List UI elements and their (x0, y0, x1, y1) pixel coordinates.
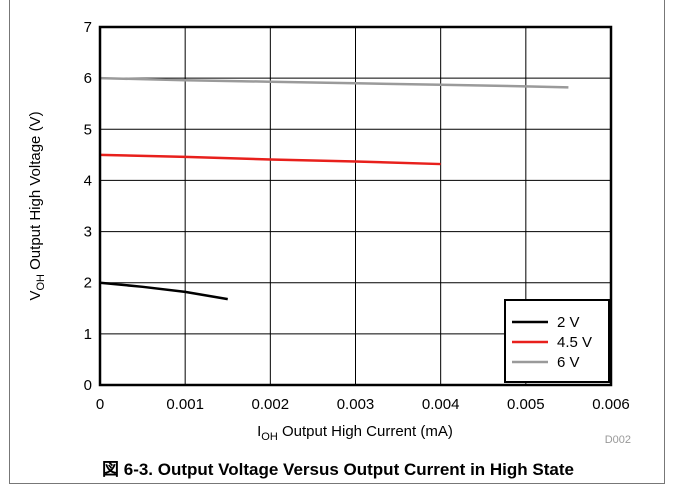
x-axis-label: IOH Output High Current (mA) (257, 423, 453, 443)
legend-label: 4.5 V (557, 334, 592, 351)
y-tick-label: 3 (84, 224, 92, 241)
x-tick-label: 0.001 (166, 396, 204, 413)
series-line-2 (99, 76, 569, 89)
series-line-0 (99, 281, 228, 301)
legend-label: 6 V (557, 354, 580, 371)
y-tick-label: 2 (84, 275, 92, 292)
x-tick-label: 0.004 (422, 396, 460, 413)
x-tick-label: 0.002 (252, 396, 290, 413)
plot-border (98, 25, 613, 387)
x-tick-labels: 0 0.001 0.002 0.003 0.004 0.005 0.006 (96, 396, 630, 413)
y-tick-label: 0 (84, 377, 92, 394)
series-line-1 (99, 153, 441, 166)
chart: 0 0.001 0.002 0.003 0.004 0.005 0.006 0 1 2 3 4 5 6 7… (27, 19, 631, 446)
y-tick-label: 4 (84, 172, 92, 189)
legend: 2 V 4.5 V 6 V (504, 299, 610, 383)
y-tick-labels: 0 1 2 3 4 5 6 7 (84, 19, 92, 394)
figure-caption: 図 6-3. Output Voltage Versus Output Curr… (102, 460, 574, 479)
y-axis-label: VOH Output High Voltage (V) (27, 111, 47, 300)
y-tick-label: 5 (84, 121, 92, 138)
x-tick-label: 0.005 (507, 396, 545, 413)
legend-label: 2 V (557, 314, 580, 331)
y-tick-label: 7 (84, 19, 92, 36)
grid (100, 27, 611, 385)
x-tick-label: 0 (96, 396, 104, 413)
y-tick-label: 1 (84, 326, 92, 343)
figure-frame (9, 0, 665, 484)
x-tick-label: 0.006 (592, 396, 630, 413)
figure-code: D002 (605, 434, 631, 446)
x-tick-label: 0.003 (337, 396, 375, 413)
y-tick-label: 6 (84, 70, 92, 87)
series-group (99, 76, 569, 301)
